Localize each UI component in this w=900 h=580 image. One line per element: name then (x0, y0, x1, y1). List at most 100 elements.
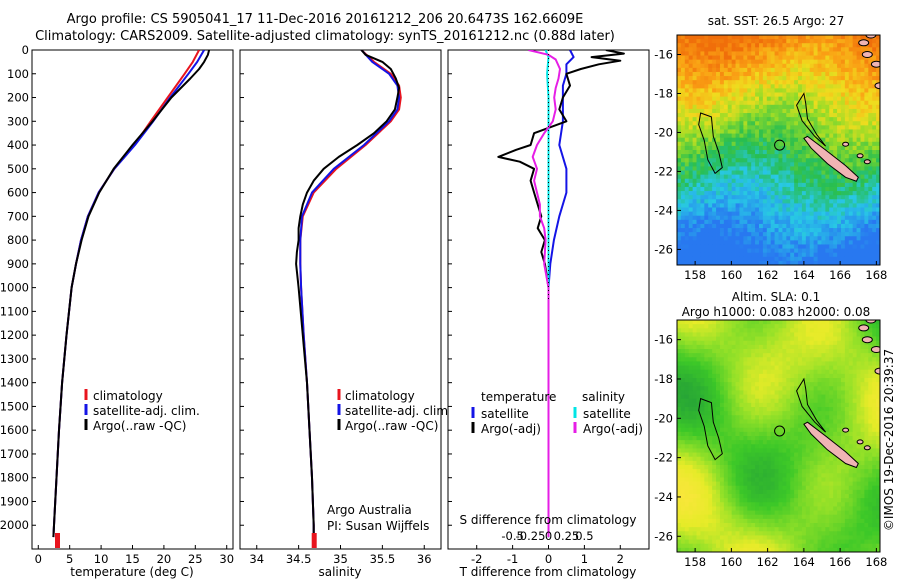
map-cell (794, 320, 799, 325)
map-cell (833, 219, 838, 225)
map-cell (801, 170, 807, 176)
map-cell (856, 170, 861, 176)
map-cell (829, 407, 834, 412)
map-cell (739, 88, 744, 93)
map-cell (684, 170, 690, 176)
map-cell (852, 186, 857, 192)
map-cell (739, 125, 744, 130)
map-cell (844, 398, 850, 404)
map-cell (794, 84, 799, 89)
map-cell (770, 145, 775, 151)
map-cell (782, 386, 787, 391)
map-cell (825, 357, 830, 362)
map-cell (719, 63, 725, 69)
map-cell (758, 55, 764, 61)
map-cell (758, 178, 764, 184)
map-cell (825, 104, 830, 110)
map-cell (852, 353, 857, 358)
map-cell (786, 141, 791, 147)
map-cell (801, 402, 807, 408)
map-cell (844, 349, 850, 354)
map-cell (770, 336, 775, 342)
map-cell (837, 211, 842, 217)
map-cell (743, 43, 748, 48)
map-cell (798, 145, 803, 151)
map-cell (680, 166, 686, 171)
map-cell (876, 215, 880, 221)
map-cell (700, 117, 705, 122)
map-cell (864, 236, 869, 241)
map-cell (751, 219, 756, 225)
map-cell (856, 452, 861, 458)
map-cell (798, 55, 803, 61)
map-cell (872, 232, 877, 237)
map-cell (688, 328, 694, 333)
map-cell (821, 448, 826, 453)
map-cell (829, 88, 834, 93)
map-cell (700, 150, 705, 155)
map-cell (876, 186, 880, 192)
map-cell (813, 378, 818, 383)
map-cell (809, 382, 815, 387)
map-cell (821, 324, 826, 329)
map-cell (770, 357, 775, 362)
map-cell (774, 390, 779, 395)
map-cell (747, 407, 752, 412)
map-cell (817, 88, 822, 93)
map-cell (688, 162, 694, 167)
map-cell (868, 125, 873, 130)
map-cell (766, 228, 772, 233)
map-cell (684, 191, 690, 196)
map-cell (798, 415, 803, 420)
map-cell (837, 133, 842, 139)
map-cell (692, 51, 697, 56)
map-cell (837, 336, 842, 342)
map-cell (801, 353, 807, 358)
map-cell (723, 436, 729, 441)
map-cell (805, 92, 811, 98)
map-cell (790, 80, 795, 85)
map-cell (809, 133, 815, 139)
map-cell (747, 228, 752, 233)
map-cell (856, 390, 861, 395)
map-cell (805, 186, 811, 192)
map-cell (688, 248, 694, 254)
map-cell (751, 113, 756, 118)
map-cell (864, 357, 869, 362)
map-cell (716, 43, 721, 48)
map-cell (825, 43, 830, 48)
map-cell (790, 353, 795, 358)
map-cell (677, 150, 682, 155)
map-cell (688, 207, 694, 213)
map-cell (860, 398, 865, 404)
map-cell (766, 35, 772, 40)
map-cell (762, 324, 768, 329)
map-cell (825, 92, 830, 98)
map-cell (684, 133, 690, 139)
map-cell (684, 215, 690, 221)
map-cell (833, 67, 838, 73)
map-cell (704, 121, 709, 126)
map-cell (825, 423, 830, 429)
map-cell (743, 88, 748, 93)
map-cell (716, 252, 721, 258)
map-cell (677, 39, 682, 44)
x-tick-label: 34.5 (286, 552, 312, 566)
map-cell (755, 186, 760, 192)
map-cell (872, 51, 877, 56)
map-cell (688, 365, 694, 371)
map-cell (677, 357, 682, 362)
map-cell (786, 207, 791, 213)
map-cell (712, 386, 717, 391)
map-cell (770, 378, 775, 383)
map-cell (798, 452, 803, 458)
map-cell (864, 174, 869, 180)
map-cell (809, 444, 815, 449)
map-cell (848, 108, 854, 114)
map-cell (864, 211, 869, 217)
map-cell (864, 460, 869, 466)
map-cell (876, 390, 880, 395)
map-cell (712, 452, 717, 458)
map-cell (821, 328, 826, 333)
map-cell (825, 199, 830, 204)
